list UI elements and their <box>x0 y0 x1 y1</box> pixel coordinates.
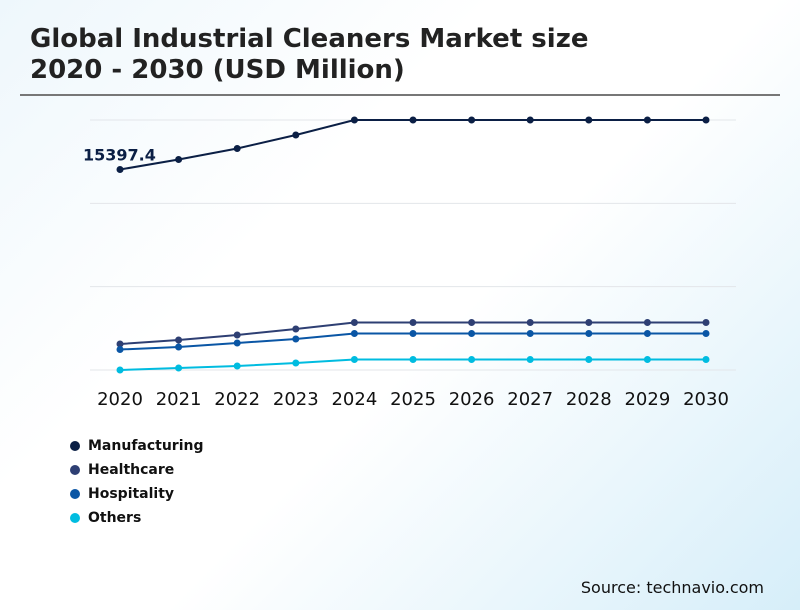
legend-dot-icon <box>70 489 80 499</box>
chart-title: Global Industrial Cleaners Market size 2… <box>30 24 588 86</box>
title-line-1: Global Industrial Cleaners Market size <box>30 24 589 54</box>
legend-dot-icon <box>70 441 80 451</box>
series-line-manufacturing <box>119 119 706 171</box>
data-point-hospitality <box>409 330 417 338</box>
legend: Manufacturing Healthcare Hospitality Others <box>70 434 204 530</box>
source-text: Source: technavio.com <box>580 578 764 597</box>
x-tick-label: 2027 <box>507 389 553 410</box>
data-point-others <box>233 362 241 370</box>
data-point-others <box>585 356 593 364</box>
x-tick-label: 2026 <box>449 389 495 410</box>
line-chart: 2020 2021 2022 2023 2024 2025 2026 2027 2028 2029… <box>83 116 736 410</box>
data-point-others <box>292 359 300 367</box>
x-tick-label: 2028 <box>566 389 612 410</box>
legend-item-hospitality: Hospitality <box>70 482 204 506</box>
data-point-manufacturing <box>350 116 358 124</box>
legend-item-others: Others <box>70 506 204 530</box>
data-point-hospitality <box>526 330 534 338</box>
data-point-healthcare <box>409 319 417 326</box>
data-point-others <box>468 356 476 364</box>
data-point-manufacturing <box>175 156 183 164</box>
data-point-manufacturing <box>526 116 534 124</box>
data-point-manufacturing <box>292 131 300 139</box>
data-point-healthcare <box>350 319 358 326</box>
x-tick-label: 2022 <box>214 389 260 410</box>
x-tick-label: 2025 <box>390 389 436 410</box>
data-point-healthcare <box>526 319 534 326</box>
legend-dot-icon <box>70 513 80 523</box>
data-point-manufacturing <box>116 166 124 174</box>
data-point-hospitality <box>702 330 710 338</box>
data-point-healthcare <box>116 340 124 348</box>
title-line-2: 2020 - 2030 (USD Million) <box>30 55 405 85</box>
legend-label: Healthcare <box>88 462 175 478</box>
legend-item-manufacturing: Manufacturing <box>70 434 204 458</box>
data-point-hospitality <box>116 346 124 354</box>
data-point-others <box>350 356 358 364</box>
data-point-healthcare <box>702 319 710 326</box>
data-point-manufacturing <box>409 116 417 124</box>
legend-dot-icon <box>70 465 80 475</box>
legend-label: Others <box>88 510 142 526</box>
x-tick-label: 2021 <box>156 389 202 410</box>
data-point-others <box>116 366 124 374</box>
x-tick-label: 2020 <box>97 389 143 410</box>
data-point-hospitality <box>643 330 651 338</box>
data-point-manufacturing <box>233 145 241 153</box>
data-point-healthcare <box>643 319 651 326</box>
title-divider <box>20 94 780 96</box>
data-point-healthcare <box>175 336 183 344</box>
data-point-hospitality <box>350 330 358 338</box>
x-tick-label: 2023 <box>273 389 319 410</box>
data-point-others <box>175 364 183 372</box>
data-point-others <box>526 356 534 364</box>
x-tick-label: 2029 <box>624 389 670 410</box>
data-point-healthcare <box>233 331 241 339</box>
data-point-hospitality <box>292 335 300 343</box>
data-point-manufacturing <box>585 116 593 124</box>
data-point-healthcare <box>292 325 300 333</box>
data-point-hospitality <box>175 343 183 351</box>
data-point-hospitality <box>585 330 593 338</box>
data-point-manufacturing <box>702 116 710 124</box>
legend-item-healthcare: Healthcare <box>70 458 204 482</box>
data-point-others <box>702 356 710 364</box>
legend-label: Manufacturing <box>88 438 204 454</box>
data-point-others <box>409 356 417 364</box>
data-label: 15397.4 <box>83 146 156 165</box>
data-point-manufacturing <box>643 116 651 124</box>
data-point-hospitality <box>233 339 241 347</box>
data-point-others <box>643 356 651 364</box>
data-point-manufacturing <box>468 116 476 124</box>
legend-label: Hospitality <box>88 486 175 502</box>
x-tick-label: 2024 <box>331 389 377 410</box>
data-point-hospitality <box>468 330 476 338</box>
data-point-healthcare <box>585 319 593 326</box>
data-point-healthcare <box>468 319 476 326</box>
x-tick-label: 2030 <box>683 389 729 410</box>
